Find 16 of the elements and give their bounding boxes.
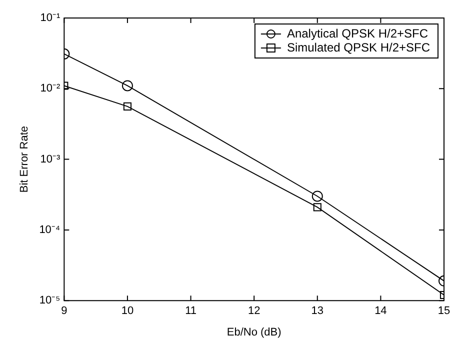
- x-tick-label: 15: [438, 305, 450, 318]
- y-tick-label: 10⁻⁵: [39, 294, 60, 307]
- y-tick-label: 10⁻²: [40, 82, 60, 95]
- x-tick-label: 14: [374, 305, 387, 318]
- x-tick-label: 11: [185, 305, 196, 318]
- y-tick-label: 10⁻¹: [40, 12, 60, 24]
- x-tick-label: 10: [121, 305, 134, 318]
- legend-label: Simulated QPSK H/2+SFC: [286, 40, 430, 54]
- y-tick-label: 10⁻³: [40, 153, 60, 166]
- y-axis-title: Bit Error Rate: [18, 126, 31, 193]
- x-tick-label: 12: [248, 305, 260, 318]
- y-tick-label: 10⁻⁴: [39, 224, 60, 236]
- x-tick-label: 13: [311, 305, 324, 318]
- x-tick-label: 9: [61, 305, 68, 318]
- x-axis-title: Eb/No (dB): [226, 326, 282, 338]
- legend-label: Analytical QPSK H/2+SFC: [286, 26, 428, 40]
